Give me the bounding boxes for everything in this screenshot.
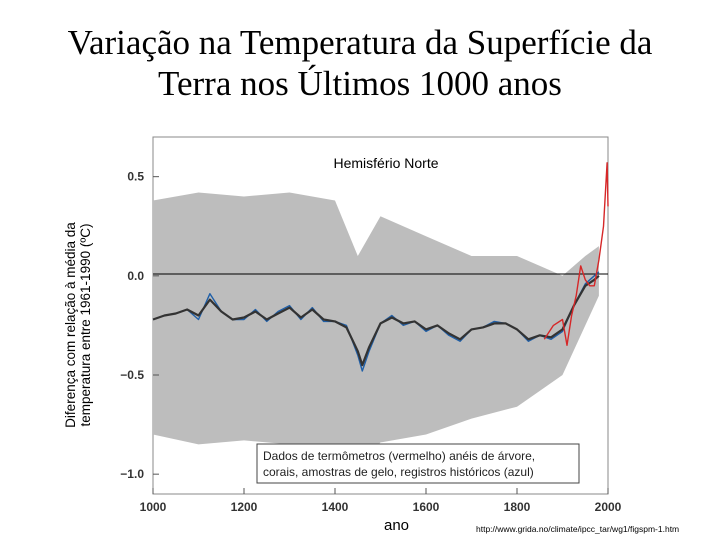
y-tick-label: 0.5 bbox=[127, 170, 144, 184]
y-tick-label: −0.5 bbox=[120, 368, 144, 382]
chart-title: Hemisfério Norte bbox=[333, 155, 438, 171]
x-tick-label: 1200 bbox=[231, 500, 258, 514]
slide-title-line-1: Variação na Temperatura da Superfície da bbox=[67, 23, 653, 62]
slide-title: Variação na Temperatura da Superfície da… bbox=[30, 22, 690, 104]
y-tick-label: −1.0 bbox=[120, 467, 144, 481]
smoothed-series-line bbox=[152, 274, 600, 367]
source-url: http://www.grida.no/climate/ipcc_tar/wg1… bbox=[476, 524, 680, 534]
x-tick-label: 1600 bbox=[413, 500, 440, 514]
x-tick-label: 1000 bbox=[140, 500, 167, 514]
y-tick-label: 0.0 bbox=[127, 269, 144, 283]
series-layer bbox=[152, 162, 609, 372]
annotation-box bbox=[256, 443, 580, 484]
annotation-line-2: corais, amostras de gelo, registros hist… bbox=[263, 465, 534, 479]
slide-title-line-2: Terra nos Últimos 1000 anos bbox=[158, 64, 562, 103]
thermometer-series-line bbox=[543, 162, 609, 346]
annotation-line-1: Dados de termômetros (vermelho) anéis de… bbox=[263, 449, 535, 463]
tick-layer: 1000 1200 1400 1600 1800 2000 0.5 0.0 −0.5 −1.0 bbox=[120, 170, 621, 514]
x-tick-label: 1400 bbox=[322, 500, 349, 514]
x-tick-label: 1800 bbox=[504, 500, 531, 514]
x-axis-label: ano bbox=[384, 517, 410, 534]
x-tick-label: 2000 bbox=[595, 500, 622, 514]
